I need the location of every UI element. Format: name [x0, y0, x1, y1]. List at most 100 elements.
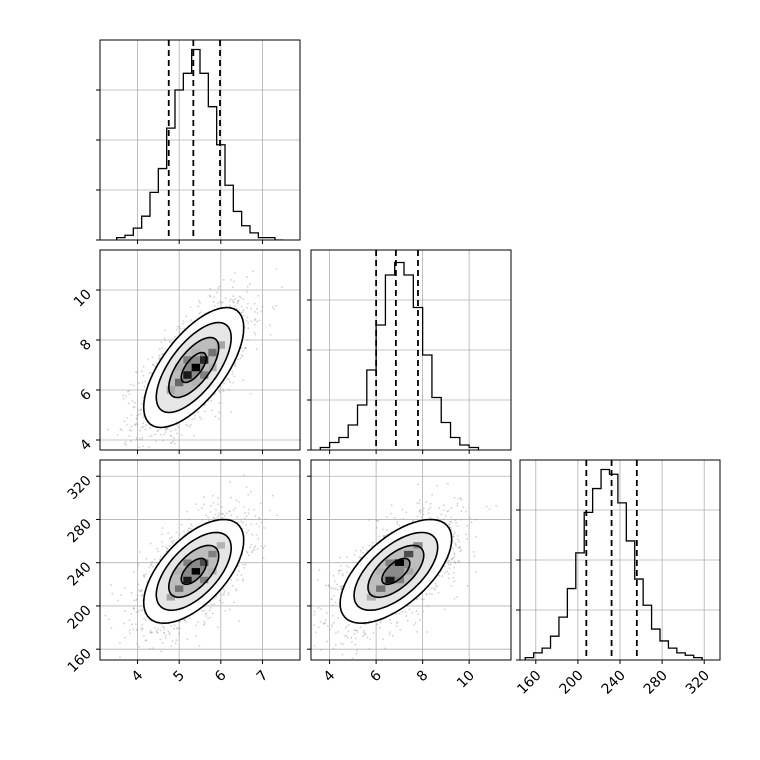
- scatter-point: [140, 408, 142, 411]
- scatter-point: [337, 630, 340, 633]
- scatter-point: [228, 608, 231, 611]
- scatter-point: [178, 331, 181, 334]
- scatter-point: [429, 516, 432, 519]
- scatter-point: [207, 516, 209, 519]
- scatter-point: [460, 518, 462, 521]
- scatter-point: [238, 295, 241, 298]
- scatter-point: [141, 593, 144, 596]
- scatter-point: [136, 594, 139, 596]
- scatter-point: [160, 341, 163, 343]
- scatter-point: [139, 609, 142, 612]
- scatter-point: [250, 523, 253, 526]
- scatter-point: [453, 580, 456, 583]
- scatter-point: [245, 319, 248, 322]
- scatter-point: [245, 486, 248, 489]
- scatter-point: [348, 623, 350, 626]
- scatter-point: [242, 579, 245, 582]
- scatter-point: [213, 597, 216, 600]
- scatter-point: [143, 574, 145, 577]
- scatter-point: [453, 555, 456, 558]
- scatter-point: [176, 432, 178, 435]
- scatter-point: [164, 339, 167, 342]
- scatter-point: [346, 636, 349, 639]
- scatter-point: [128, 629, 131, 632]
- scatter-point: [450, 558, 453, 561]
- scatter-point: [137, 564, 139, 567]
- scatter-point: [125, 444, 128, 446]
- scatter-point: [454, 519, 457, 522]
- scatter-point: [472, 550, 475, 553]
- scatter-point: [466, 537, 468, 540]
- scatter-point: [218, 402, 221, 405]
- scatter-point: [130, 383, 132, 386]
- scatter-point: [453, 552, 456, 555]
- scatter-point: [203, 622, 206, 625]
- scatter-point: [434, 588, 437, 591]
- scatter-point: [173, 437, 175, 439]
- scatter-point: [148, 446, 150, 449]
- panel-frame: [99, 249, 301, 451]
- scatter-point: [453, 553, 456, 556]
- scatter-point: [453, 533, 455, 536]
- scatter-point: [438, 574, 441, 577]
- scatter-point: [340, 588, 343, 590]
- scatter-point: [217, 503, 219, 506]
- scatter-point: [162, 626, 165, 629]
- scatter-point: [343, 634, 346, 637]
- scatter-point: [130, 429, 133, 432]
- scatter-point: [186, 638, 189, 641]
- scatter-point: [208, 609, 211, 612]
- scatter-point: [218, 411, 221, 414]
- scatter-point: [379, 626, 381, 629]
- scatter-point: [218, 417, 220, 420]
- y-tick-label: 160: [65, 646, 95, 676]
- scatter-point: [313, 613, 316, 616]
- scatter-point: [247, 512, 250, 515]
- scatter-point: [179, 327, 182, 330]
- scatter-point: [132, 607, 135, 610]
- panel-content: [311, 250, 511, 450]
- scatter-point: [203, 620, 206, 623]
- scatter-point: [263, 527, 266, 529]
- scatter-point: [395, 613, 398, 616]
- scatter-point: [128, 435, 131, 437]
- scatter-point: [405, 511, 408, 514]
- scatter-point: [116, 599, 119, 602]
- scatter-point: [214, 513, 217, 516]
- scatter-point: [401, 508, 404, 511]
- scatter-point: [353, 632, 356, 635]
- scatter-point: [210, 409, 213, 412]
- scatter-point: [347, 630, 350, 633]
- scatter-point: [450, 507, 453, 510]
- scatter-point: [227, 378, 230, 381]
- scatter-point: [332, 574, 335, 577]
- scatter-point: [254, 515, 257, 518]
- scatter-point: [249, 282, 251, 285]
- scatter-point: [413, 623, 416, 626]
- scatter-point: [132, 406, 135, 409]
- scatter-point: [140, 403, 143, 405]
- scatter-point: [163, 632, 166, 635]
- scatter-point: [245, 531, 248, 534]
- scatter-point: [122, 397, 125, 400]
- scatter-point: [110, 584, 113, 586]
- scatter-point: [435, 584, 438, 587]
- scatter-point: [228, 510, 231, 513]
- scatter-point: [344, 627, 347, 629]
- scatter-point: [135, 438, 138, 441]
- scatter-point: [142, 396, 145, 399]
- scatter-point: [334, 643, 337, 646]
- scatter-point: [230, 579, 233, 581]
- scatter-point: [154, 433, 157, 436]
- scatter-point: [142, 374, 145, 377]
- scatter-point: [327, 584, 330, 587]
- scatter-point: [191, 418, 193, 421]
- density-cell: [191, 378, 200, 387]
- panel-marginal-param-2: [307, 249, 512, 454]
- scatter-point: [166, 548, 169, 551]
- scatter-point: [318, 569, 321, 572]
- scatter-point: [405, 615, 408, 617]
- scatter-point: [230, 496, 233, 499]
- scatter-point: [474, 571, 477, 573]
- scatter-point: [212, 300, 215, 303]
